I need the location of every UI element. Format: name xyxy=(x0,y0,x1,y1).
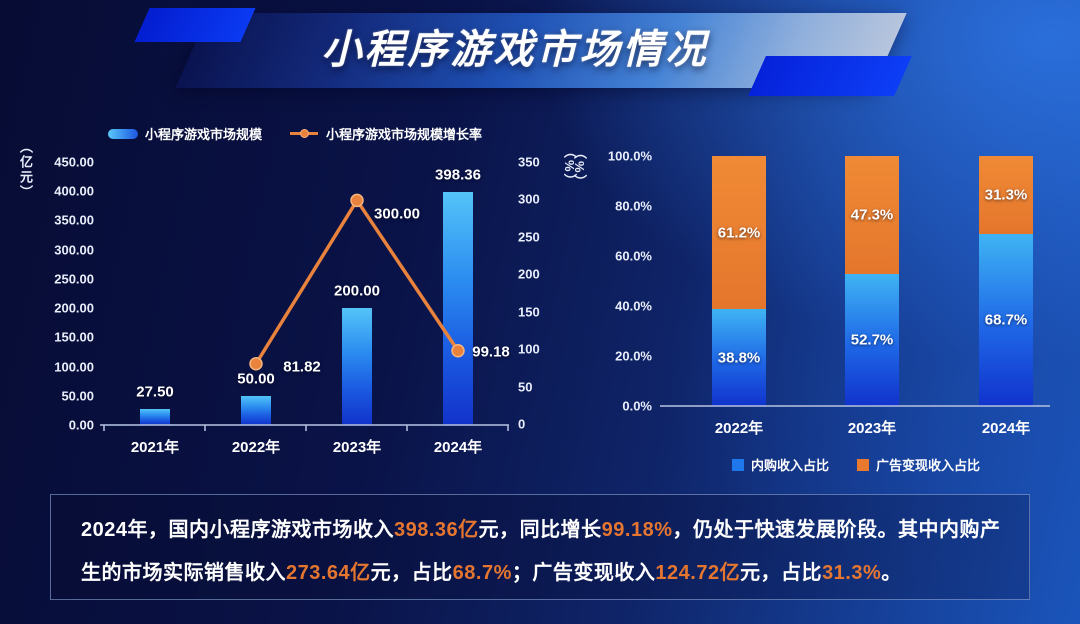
bar-value-label: 27.50 xyxy=(136,383,174,401)
bar-value-label: 398.36 xyxy=(435,166,481,184)
summary-text: 生的市场实际销售收入 xyxy=(81,562,286,584)
left-axis-tick-label: 50.00 xyxy=(61,388,94,404)
left-chart-legend: 小程序游戏市场规模 小程序游戏市场规模增长率 xyxy=(108,124,510,143)
summary-text: 。 xyxy=(881,562,902,584)
left-axis-tick-label: 350.00 xyxy=(54,212,94,228)
left-axis-tick-label: 150.00 xyxy=(54,329,94,345)
x-axis-category-label: 2022年 xyxy=(231,439,281,456)
blue-square-swatch-icon xyxy=(731,458,744,471)
left-axis-tick-label: 300.00 xyxy=(54,242,94,258)
legend-item-market-size: 小程序游戏市场规模 xyxy=(108,124,262,143)
right-axis-tick-label: 150 xyxy=(518,304,540,320)
summary-text-box: 2024年，国内小程序游戏市场收入398.36亿元，同比增长99.18%，仍处于… xyxy=(50,494,1030,600)
legend-item-growth-rate: 小程序游戏市场规模增长率 xyxy=(290,124,482,143)
right-chart-legend: 内购收入占比 广告变现收入占比 xyxy=(660,455,1052,474)
ad-share-segment xyxy=(712,156,766,309)
line-value-label: 81.82 xyxy=(283,358,321,376)
segment-percent-label: 68.7% xyxy=(984,311,1028,329)
right-axis-tick-label: 50 xyxy=(518,379,533,395)
line-value-label: 300.00 xyxy=(374,205,420,223)
summary-text: 2024年，国内小程序游戏市场收入 xyxy=(81,519,394,541)
x-axis-category-label: 2023年 xyxy=(847,420,897,437)
summary-highlight-value: 31.3% xyxy=(822,562,882,584)
segment-percent-label: 61.2% xyxy=(717,224,761,241)
right-chart-y-tick-label: 100.0% xyxy=(607,148,652,164)
summary-text: 元，占比 xyxy=(370,562,453,584)
summary-text: 元，同比增长 xyxy=(478,519,602,541)
legend-label: 小程序游戏市场规模增长率 xyxy=(326,127,483,142)
summary-line: 生的市场实际销售收入273.64亿元，占比68.7%；广告变现收入124.72亿… xyxy=(81,552,1029,595)
x-axis-category-label: 2022年 xyxy=(714,420,764,437)
legend-label: 小程序游戏市场规模 xyxy=(145,127,263,142)
x-axis-category-label: 2021年 xyxy=(130,439,180,456)
summary-text: 元，占比 xyxy=(740,562,823,584)
right-axis-tick-label: 350 xyxy=(518,154,540,170)
segment-percent-label: 52.7% xyxy=(850,331,894,349)
summary-text: ；广告变现收入 xyxy=(511,562,656,584)
bar-value-label: 200.00 xyxy=(334,282,380,300)
right-axis-tick-label: 250 xyxy=(518,229,540,245)
legend-label: 内购收入占比 xyxy=(750,458,829,473)
right-chart-y-tick-label: 60.0% xyxy=(615,248,652,264)
right-chart-y-tick-label: 40.0% xyxy=(615,298,652,314)
segment-percent-label: 47.3% xyxy=(850,206,894,224)
summary-text: ，仍处于快速发展阶段。其中内购产 xyxy=(672,519,1001,541)
summary-highlight-value: 398.36亿 xyxy=(394,519,479,541)
right-chart-y-tick-label: 20.0% xyxy=(615,348,652,364)
market-size-bar xyxy=(140,408,170,425)
summary-highlight-value: 124.72亿 xyxy=(655,562,741,584)
summary-highlight-value: 68.7% xyxy=(452,562,512,584)
right-chart-y-tick-label: 80.0% xyxy=(615,198,652,214)
left-axis-tick-label: 100.00 xyxy=(54,359,94,375)
legend-item-iap-share: 内购收入占比 xyxy=(731,455,829,474)
iap-share-segment xyxy=(979,234,1033,406)
summary-highlight-value: 99.18% xyxy=(601,519,673,541)
segment-percent-label: 31.3% xyxy=(984,186,1028,204)
left-chart-right-axis-unit: （%） xyxy=(562,145,577,189)
left-axis-tick-label: 250.00 xyxy=(54,271,94,287)
left-axis-tick-label: 450.00 xyxy=(54,154,94,170)
left-axis-tick-label: 400.00 xyxy=(54,183,94,199)
orange-square-swatch-icon xyxy=(857,458,869,471)
line-value-label: 99.18 xyxy=(472,343,510,361)
x-axis-category-label: 2024年 xyxy=(981,420,1031,437)
right-axis-tick-label: 300 xyxy=(518,191,540,207)
summary-highlight-value: 273.64亿 xyxy=(286,562,371,584)
iap-share-segment xyxy=(712,309,766,406)
line-swatch-icon xyxy=(290,129,319,138)
summary-line: 2024年，国内小程序游戏市场收入398.36亿元，同比增长99.18%，仍处于… xyxy=(81,509,1029,552)
iap-share-segment xyxy=(845,274,899,406)
legend-item-ad-share: 广告变现收入占比 xyxy=(857,455,980,474)
x-axis-category-label: 2024年 xyxy=(433,439,483,456)
page-title: 小程序游戏市场情况 xyxy=(321,28,709,72)
x-axis-category-label: 2023年 xyxy=(332,439,382,456)
right-axis-tick-label: 200 xyxy=(518,266,540,282)
market-size-bar xyxy=(241,395,271,425)
left-axis-tick-label: 200.00 xyxy=(54,300,94,316)
bar-value-label: 50.00 xyxy=(237,370,275,388)
left-axis-tick-label: 0.00 xyxy=(68,417,94,433)
left-chart-y-unit: （亿元） xyxy=(18,140,33,200)
segment-percent-label: 38.8% xyxy=(717,349,761,366)
right-chart-y-tick-label: 0.0% xyxy=(622,398,652,414)
right-axis-tick-label: 100 xyxy=(518,341,540,357)
ad-share-segment xyxy=(979,156,1033,235)
ad-share-segment xyxy=(845,156,899,275)
bar-swatch-icon xyxy=(108,128,138,139)
right-axis-tick-label: 0 xyxy=(518,416,526,432)
right-chart-y-unit: （%） xyxy=(572,146,587,190)
legend-label: 广告变现收入占比 xyxy=(876,458,981,473)
